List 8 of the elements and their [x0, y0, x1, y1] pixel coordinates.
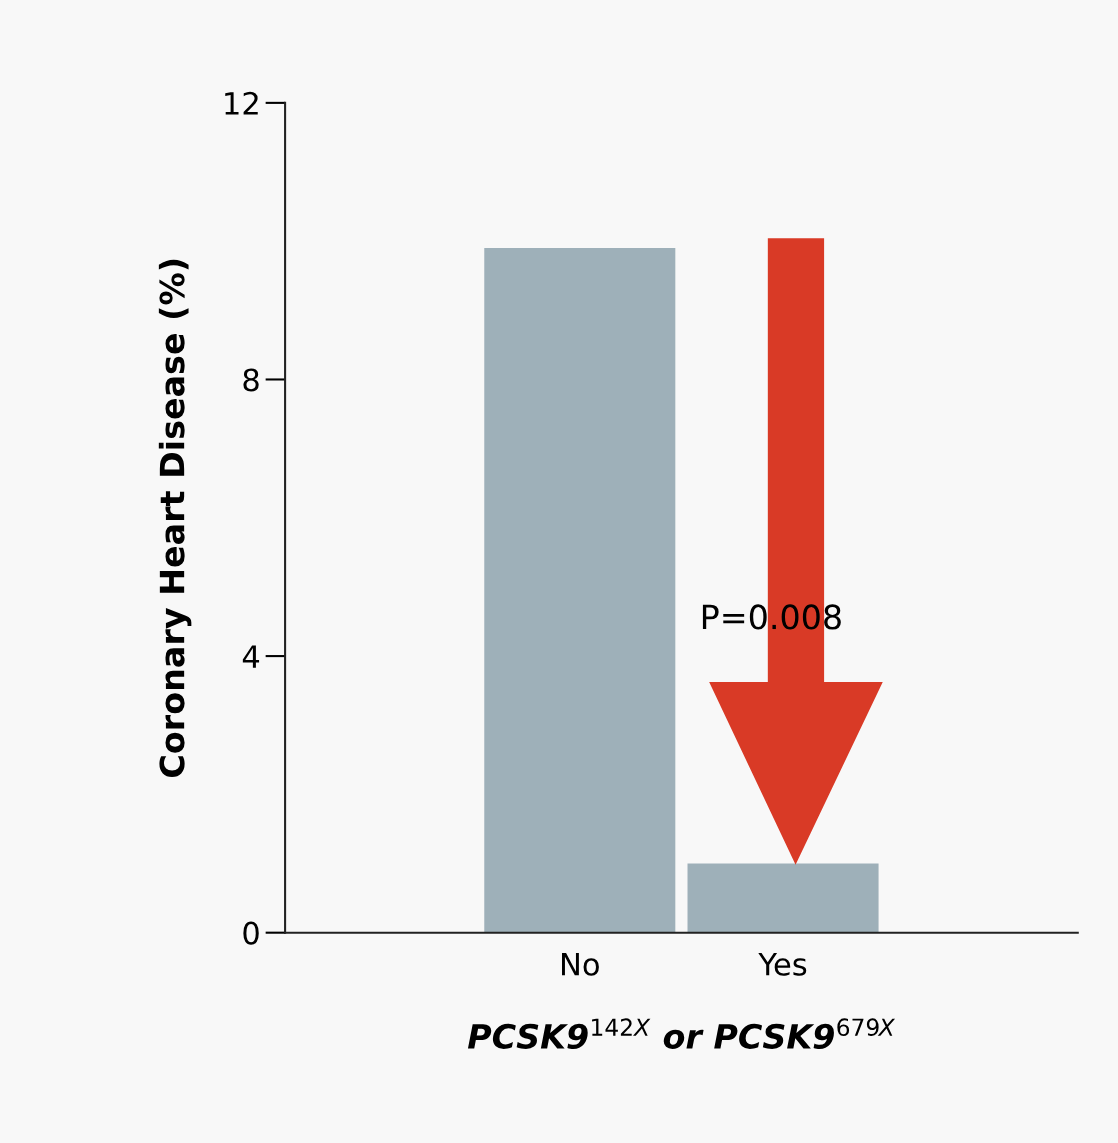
x-tick-label: No — [562, 953, 599, 976]
y-tick-label: 12 — [225, 91, 258, 115]
x-tick-label: Yes — [758, 953, 807, 976]
y-axis-title: Coronary Heart Disease (%) — [158, 259, 192, 777]
x-axis-title: PCSK9$^{142X}$ or PCSK9$^{679X}$ — [467, 1018, 896, 1049]
y-tick-label: 4 — [242, 645, 260, 668]
y-tick-label: 0 — [243, 921, 259, 945]
y-tick-label: 8 — [243, 368, 259, 392]
